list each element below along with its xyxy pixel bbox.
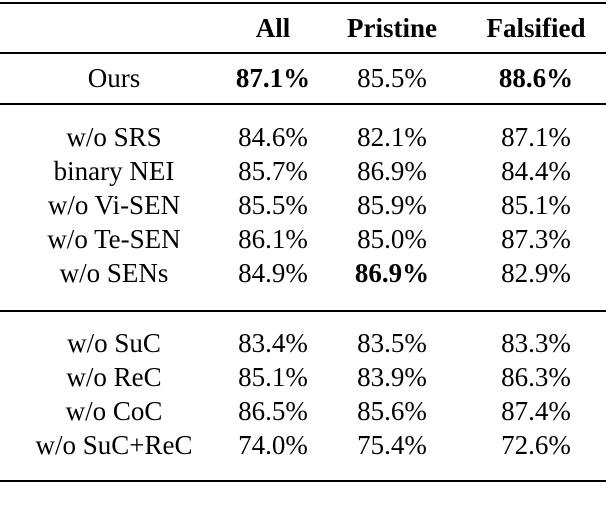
metric-cell: 86.3% [501, 362, 571, 392]
table-row: w/o SENs 84.9% 86.9% 82.9% [0, 256, 606, 312]
table-row: w/o ReC 85.1% 83.9% 86.3% [0, 360, 606, 394]
metric-cell: 86.9% [318, 256, 466, 312]
metric-cell: 82.1% [357, 122, 427, 152]
row-label: w/o Vi-SEN [47, 190, 181, 220]
row-label: Ours [0, 53, 228, 105]
metric-cell: 84.9% [228, 256, 318, 312]
metric-cell: 83.9% [357, 362, 427, 392]
metric-cell: 87.4% [501, 396, 571, 426]
metric-cell: 85.5% [238, 190, 308, 220]
metric-cell: 85.6% [357, 396, 427, 426]
metric-cell: 83.3% [501, 328, 571, 358]
metric-cell: 72.6% [466, 428, 606, 482]
metric-cell: 84.4% [501, 156, 571, 186]
table-row: w/o SuC+ReC 74.0% 75.4% 72.6% [0, 428, 606, 482]
metric-cell: 83.4% [238, 328, 308, 358]
header-row: All Pristine Falsified [0, 3, 606, 54]
metric-cell: 87.1% [501, 122, 571, 152]
section-module-ablations: w/o SRS 84.6% 82.1% 87.1% binary NEI 85.… [0, 104, 606, 312]
column-header-pristine: Pristine [318, 3, 466, 54]
table-row: Ours 87.1% 85.5% 88.6% [0, 53, 606, 105]
table-row: w/o CoC 86.5% 85.6% 87.4% [0, 394, 606, 428]
row-label: w/o Te-SEN [47, 224, 181, 254]
metric-cell: 83.5% [357, 328, 427, 358]
metric-cell: 87.1% [228, 53, 318, 105]
row-label: binary NEI [53, 156, 175, 186]
table-row: w/o SRS 84.6% 82.1% 87.1% [0, 104, 606, 154]
metric-cell: 85.1% [501, 190, 571, 220]
row-label: w/o SENs [0, 256, 228, 312]
section-ours: Ours 87.1% 85.5% 88.6% [0, 53, 606, 105]
column-header-blank [0, 3, 228, 54]
metric-cell: 85.5% [318, 53, 466, 105]
metric-cell: 85.0% [357, 224, 427, 254]
metric-cell: 74.0% [228, 428, 318, 482]
table-row: w/o Te-SEN 86.1% 85.0% 87.3% [0, 222, 606, 256]
table-row: w/o SuC 83.4% 83.5% 83.3% [0, 311, 606, 360]
metric-cell: 86.1% [238, 224, 308, 254]
table-row: w/o Vi-SEN 85.5% 85.9% 85.1% [0, 188, 606, 222]
row-label: w/o SuC [67, 328, 161, 358]
row-label: w/o CoC [65, 396, 163, 426]
metric-cell: 82.9% [466, 256, 606, 312]
row-label: w/o ReC [66, 362, 162, 392]
column-header-all: All [228, 3, 318, 54]
ablation-results-table: All Pristine Falsified Ours 87.1% 85.5% … [0, 2, 606, 482]
metric-cell: 88.6% [466, 53, 606, 105]
column-header-falsified: Falsified [466, 3, 606, 54]
metric-cell: 85.7% [238, 156, 308, 186]
table-header: All Pristine Falsified [0, 3, 606, 54]
metric-cell: 86.9% [357, 156, 427, 186]
row-label: w/o SuC+ReC [0, 428, 228, 482]
metric-cell: 87.3% [501, 224, 571, 254]
section-loss-ablations: w/o SuC 83.4% 83.5% 83.3% w/o ReC 85.1% … [0, 311, 606, 482]
metric-cell: 85.9% [357, 190, 427, 220]
metric-cell: 75.4% [318, 428, 466, 482]
metric-cell: 85.1% [238, 362, 308, 392]
metric-cell: 84.6% [238, 122, 308, 152]
table-row: binary NEI 85.7% 86.9% 84.4% [0, 154, 606, 188]
row-label: w/o SRS [66, 122, 162, 152]
metric-cell: 86.5% [238, 396, 308, 426]
